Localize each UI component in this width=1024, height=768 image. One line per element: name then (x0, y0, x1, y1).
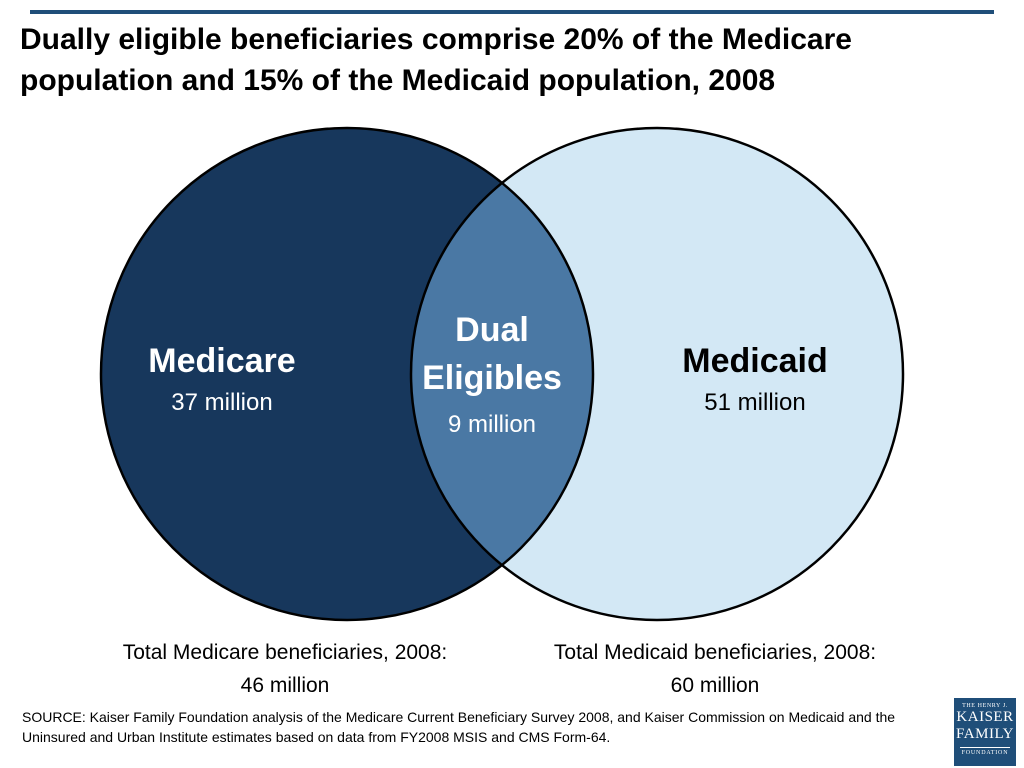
medicare-label: Medicare (148, 342, 295, 380)
medicare-value: 37 million (171, 389, 272, 416)
medicaid-circle-outline (409, 126, 905, 622)
dual-eligibles-overlap (411, 128, 593, 620)
medicaid-value: 51 million (704, 389, 805, 416)
top-accent-line (30, 10, 994, 14)
medicare-total-value: 46 million (240, 673, 330, 697)
kaiser-family-foundation-logo: THE HENRY J. KAISER FAMILY FOUNDATION (954, 698, 1016, 766)
medicaid-label: Medicaid (682, 342, 827, 380)
medicaid-total-caption: Total Medicaid beneficiaries, 2008: (553, 641, 877, 664)
medicare-circle-outline (99, 126, 595, 622)
dual-eligibles-label-line2: Eligibles (422, 359, 562, 397)
dual-eligibles-value: 9 million (448, 411, 536, 438)
medicare-total-caption: Total Medicare beneficiaries, 2008: (122, 641, 448, 664)
dual-eligibles-label-line1: Dual (455, 311, 529, 349)
slide-title: Dually eligible beneficiaries comprise 2… (20, 23, 852, 97)
source-note: SOURCE: Kaiser Family Foundation analysi… (22, 709, 896, 745)
medicare-total-block: Total Medicare beneficiaries, 2008: 46 m… (70, 637, 500, 702)
logo-text-foundation: FOUNDATION (960, 746, 1010, 756)
medicaid-total-value: 60 million (670, 673, 760, 697)
logo-text-family: FAMILY (956, 726, 1014, 743)
logo-text-the-henry-j: THE HENRY J. (962, 703, 1008, 709)
logo-text-kaiser: KAISER (956, 709, 1014, 725)
medicaid-total-block: Total Medicaid beneficiaries, 2008: 60 m… (510, 637, 920, 702)
